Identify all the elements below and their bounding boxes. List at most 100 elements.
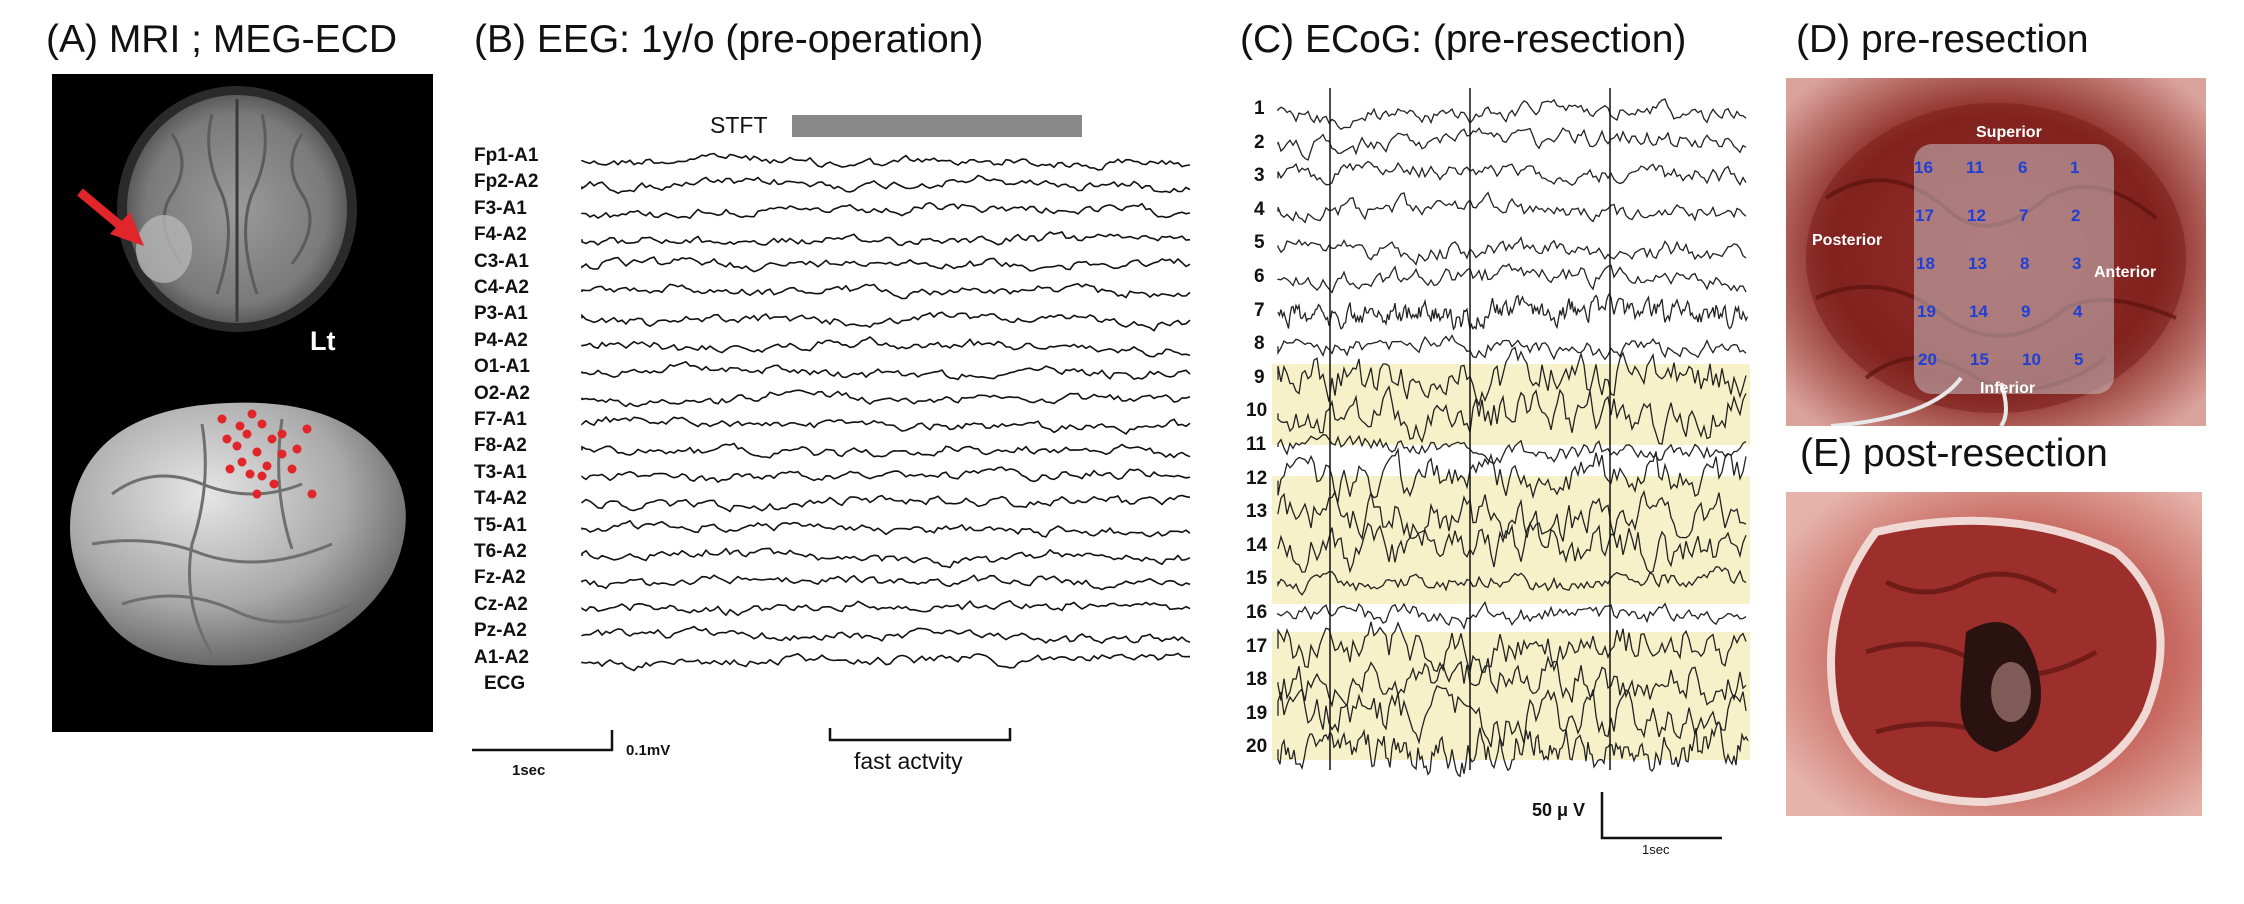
eeg-scale-bar	[472, 730, 614, 752]
ecog-trace	[1277, 291, 1749, 331]
electrode-number: 2	[2071, 206, 2081, 225]
ecog-trace	[1277, 684, 1747, 748]
meg-ecd-dot	[269, 479, 279, 489]
eeg-trace	[581, 442, 1191, 459]
panel-e-title: (E) post-resection	[1800, 432, 2108, 475]
eeg-trace	[581, 174, 1191, 195]
panel-d-title: (D) pre-resection	[1796, 18, 2089, 61]
electrode-number: 4	[2073, 302, 2083, 321]
ecog-channel-label: 1	[1254, 98, 1265, 119]
fast-activity-bracket	[828, 728, 1012, 742]
ecog-trace	[1277, 621, 1747, 675]
ecog-channel-label: 4	[1254, 198, 1265, 220]
ecog-trace	[1277, 160, 1747, 186]
eeg-trace	[581, 599, 1191, 617]
eeg-trace	[581, 519, 1191, 538]
eeg-channel-label: T6-A2	[474, 541, 527, 562]
ecog-channel-label: 7	[1254, 299, 1265, 321]
eeg-channel-label: F3-A1	[474, 197, 527, 219]
inferior-label: Inferior	[1980, 380, 2036, 397]
eeg-channel-label: Fz-A2	[474, 567, 526, 589]
eeg-channel-label: T3-A1	[474, 461, 527, 483]
ecog-scale-time: 1sec	[1642, 842, 1670, 857]
ecog-trace	[1277, 98, 1747, 131]
meg-ecd-dot	[225, 464, 235, 474]
ecog-trace	[1277, 655, 1747, 708]
eeg-trace	[581, 574, 1191, 591]
ecog-channel-label: 16	[1246, 602, 1268, 623]
meg-ecd-dot	[307, 489, 317, 499]
ecog-channel-label: 15	[1246, 568, 1268, 590]
electrode-number: 18	[1916, 254, 1935, 273]
eeg-scale-amp: 0.1mV	[626, 742, 671, 759]
ecog-scale-bar	[1600, 792, 1722, 840]
ecog-trace	[1277, 263, 1747, 294]
eeg-trace	[581, 360, 1191, 381]
meg-ecd-dots	[217, 409, 317, 499]
ecog-trace	[1277, 236, 1747, 266]
meg-ecd-dot	[277, 449, 287, 459]
electrode-number: 12	[1967, 206, 1986, 225]
meg-ecd-dot	[287, 464, 297, 474]
mri-svg	[70, 86, 406, 666]
meg-ecd-dot	[242, 429, 252, 439]
ecog-channel-label: 5	[1254, 232, 1265, 254]
ecog-trace	[1277, 334, 1747, 361]
electrode-number: 14	[1969, 302, 1988, 321]
ecog-channel-label: 17	[1246, 635, 1268, 657]
eeg-channel-label: O1-A1	[474, 356, 530, 378]
panel-e-photo	[1786, 492, 2202, 816]
ecog-channel-label: 12	[1246, 467, 1268, 489]
eeg-trace	[581, 389, 1191, 408]
anterior-label: Anterior	[2094, 264, 2157, 281]
posterior-label: Posterior	[1812, 232, 1883, 249]
meg-ecd-dot	[232, 441, 242, 451]
electrode-number: 1	[2070, 158, 2080, 177]
eeg-channel-label: Fp2-A2	[474, 171, 539, 193]
eeg-channel-label: P4-A2	[474, 329, 528, 351]
eeg-trace	[581, 336, 1191, 358]
meg-ecd-dot	[302, 424, 312, 434]
ecog-channel-label: 19	[1246, 702, 1268, 724]
eeg-trace	[581, 201, 1191, 220]
eeg-trace	[581, 231, 1191, 247]
stft-bar	[792, 115, 1082, 137]
ecog-trace	[1277, 191, 1747, 224]
meg-ecd-dot	[252, 489, 262, 499]
superior-label: Superior	[1976, 124, 2042, 141]
meg-ecd-dot	[222, 434, 232, 444]
ecog-channel-label: 13	[1246, 501, 1268, 523]
ecog-trace	[1277, 489, 1747, 546]
stft-label: STFT	[710, 112, 768, 138]
eeg-channel-label: C4-A2	[474, 277, 529, 298]
electrode-number: 20	[1918, 350, 1937, 369]
ecog-trace	[1277, 385, 1747, 445]
meg-ecd-dot	[217, 414, 227, 424]
meg-ecd-dot	[235, 421, 245, 431]
eeg-trace	[581, 652, 1191, 672]
meg-ecd-dot	[245, 469, 255, 479]
eeg-channel-label: Pz-A2	[474, 620, 527, 642]
ecog-trace	[1277, 566, 1747, 596]
panel-c-title: (C) ECoG: (pre-resection)	[1240, 18, 1687, 61]
electrode-number: 10	[2022, 350, 2041, 369]
electrode-number: 13	[1968, 254, 1987, 273]
electrode-number: 15	[1970, 350, 1989, 369]
eeg-trace	[581, 311, 1191, 332]
electrode-number: 3	[2072, 254, 2082, 273]
eeg-channel-label: F7-A1	[474, 409, 527, 430]
electrode-number: 19	[1917, 302, 1936, 321]
lesion-arrow-icon	[77, 188, 144, 246]
eeg-trace	[581, 547, 1191, 569]
electrode-grid	[1914, 144, 2114, 394]
panel-a-image: Lt	[52, 74, 433, 732]
ecog-trace	[1277, 434, 1747, 465]
electrode-number: 17	[1915, 206, 1934, 225]
meg-ecd-dot	[247, 409, 257, 419]
ecog-channel-label: 3	[1254, 165, 1265, 187]
ecog-trace	[1277, 510, 1747, 574]
meg-ecd-dot	[292, 444, 302, 454]
ecog-channel-label: 11	[1246, 434, 1267, 455]
eeg-trace	[581, 466, 1191, 484]
